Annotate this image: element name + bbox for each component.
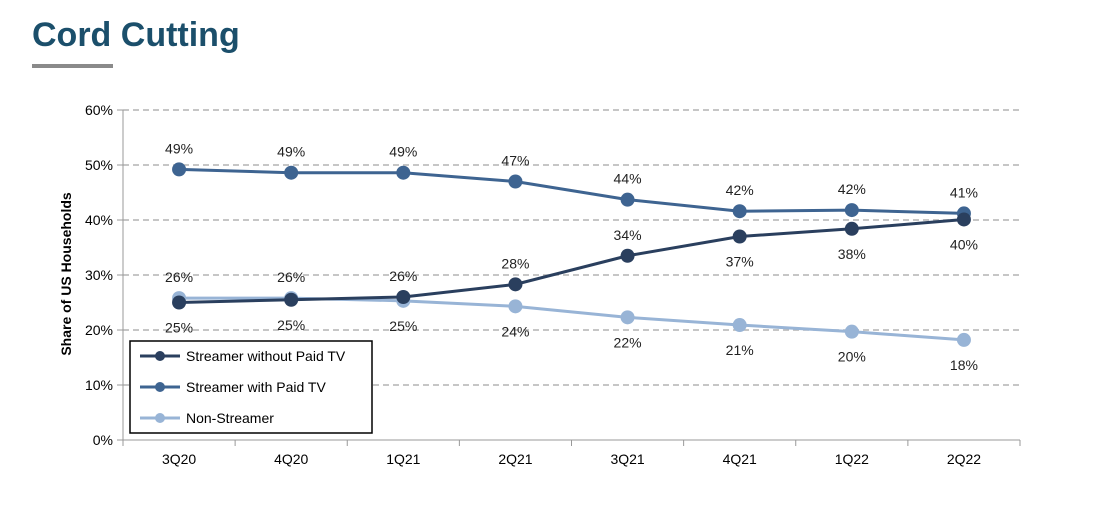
- x-tick-label: 3Q21: [610, 451, 644, 467]
- legend-label: Streamer with Paid TV: [186, 379, 326, 395]
- data-label: 49%: [389, 144, 417, 160]
- series-line: [179, 167, 964, 215]
- legend-marker: [155, 382, 165, 392]
- legend-label: Streamer without Paid TV: [186, 348, 346, 364]
- data-point: [732, 204, 747, 219]
- data-point: [732, 229, 747, 244]
- page-title: Cord Cutting: [32, 16, 240, 54]
- data-label: 26%: [165, 269, 193, 285]
- data-point: [844, 221, 859, 236]
- data-label: 49%: [277, 144, 305, 160]
- series-lines: [172, 162, 971, 347]
- data-label: 42%: [838, 181, 866, 197]
- data-label: 40%: [950, 236, 978, 252]
- data-point: [508, 277, 523, 292]
- data-point: [732, 318, 747, 333]
- series-line: [179, 217, 965, 304]
- data-point: [620, 310, 635, 325]
- data-labels: 25% 25% 26% 28% 34% 37% 38% 40% 49% 49% 49% 47% 44% 4…: [165, 140, 978, 373]
- x-axis: 3Q20 4Q20 1Q21 2Q21 3Q21 4Q21 1Q22 2Q22: [122, 439, 1021, 467]
- x-tick-label: 4Q21: [723, 451, 757, 467]
- x-tick-label: 3Q20: [162, 451, 196, 467]
- data-label: 41%: [950, 184, 978, 200]
- data-label: 22%: [614, 334, 642, 350]
- data-label: 44%: [614, 171, 642, 187]
- data-point: [172, 295, 187, 310]
- x-tick-label: 2Q22: [947, 451, 981, 467]
- data-label: 38%: [838, 246, 866, 262]
- data-point: [172, 162, 187, 177]
- data-point: [508, 299, 523, 314]
- data-label: 47%: [501, 153, 529, 169]
- data-label: 49%: [165, 140, 193, 156]
- y-tick-label: 60%: [85, 102, 113, 118]
- y-tick-label: 40%: [85, 212, 113, 228]
- y-tick-label: 20%: [85, 322, 113, 338]
- data-label: 21%: [726, 342, 754, 358]
- y-axis: 0% 10% 20% 30% 40% 50% 60%: [85, 102, 124, 448]
- y-axis-title: Share of US Households: [58, 192, 74, 356]
- data-point: [956, 212, 971, 227]
- data-point: [620, 248, 635, 263]
- x-tick-label: 1Q21: [386, 451, 420, 467]
- x-tick-label: 4Q20: [274, 451, 308, 467]
- data-point: [508, 174, 523, 189]
- data-label: 25%: [277, 317, 305, 333]
- legend-marker: [155, 351, 165, 361]
- y-tick-label: 30%: [85, 267, 113, 283]
- data-point: [396, 290, 411, 304]
- data-label: 26%: [389, 268, 417, 284]
- y-tick-label: 0%: [93, 432, 113, 448]
- data-label: 26%: [277, 269, 305, 285]
- legend-marker: [155, 413, 165, 423]
- y-tick-label: 10%: [85, 377, 113, 393]
- data-point: [284, 165, 299, 180]
- data-label: 28%: [501, 255, 529, 271]
- data-point: [844, 203, 859, 218]
- data-label: 25%: [389, 318, 417, 334]
- x-tick-label: 2Q21: [498, 451, 532, 467]
- x-tick-label: 1Q22: [835, 451, 869, 467]
- data-point: [956, 332, 971, 347]
- data-label: 37%: [726, 254, 754, 270]
- data-label: 42%: [726, 182, 754, 198]
- data-label: 20%: [838, 349, 866, 365]
- data-label: 25%: [165, 320, 193, 336]
- legend: Streamer without Paid TV Streamer with Pa…: [129, 340, 373, 434]
- title-underline: [32, 64, 113, 68]
- data-point: [620, 192, 635, 207]
- data-label: 18%: [950, 357, 978, 373]
- data-label: 34%: [614, 227, 642, 243]
- data-label: 24%: [501, 323, 529, 339]
- data-point: [284, 292, 299, 307]
- data-point: [844, 324, 859, 339]
- y-tick-label: 50%: [85, 157, 113, 173]
- data-point: [396, 165, 411, 180]
- legend-label: Non-Streamer: [186, 410, 274, 426]
